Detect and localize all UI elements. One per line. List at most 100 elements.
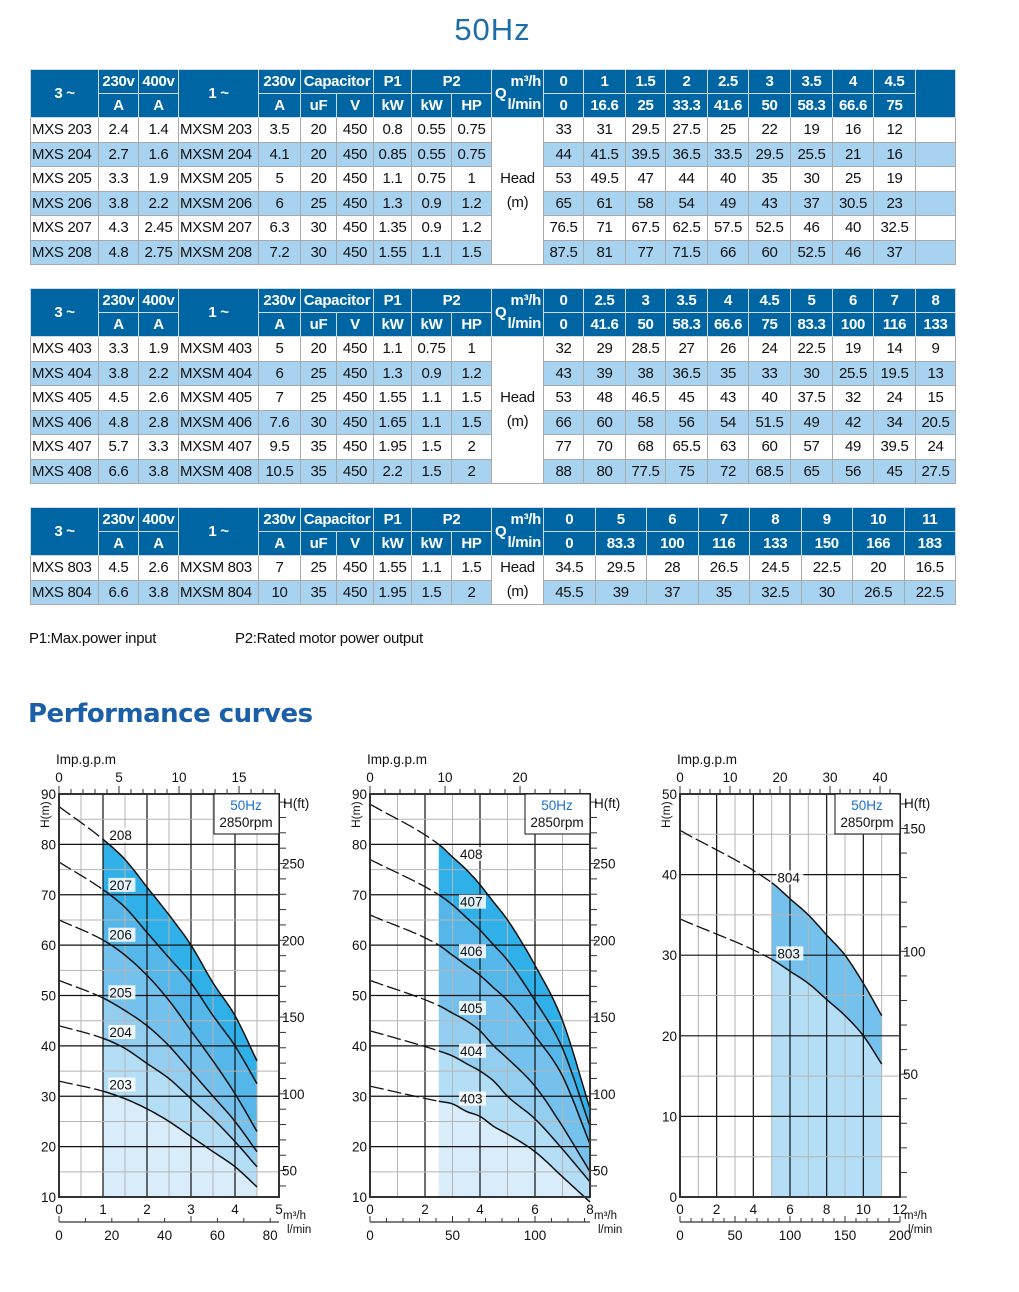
operating-band xyxy=(438,844,590,1127)
plot-frame xyxy=(58,793,280,1198)
head-value: 68.5 xyxy=(748,458,791,484)
current-single-230: 4.1 xyxy=(258,141,301,167)
current-single-230: 6.3 xyxy=(258,215,301,241)
legend-frequency: 50Hz xyxy=(541,798,573,813)
amp-unit: A xyxy=(98,531,139,556)
curve-dashed-208 xyxy=(58,806,104,840)
legend-speed: 2850rpm xyxy=(530,815,583,830)
current-400: 2.75 xyxy=(138,239,179,265)
table-row: MXS 804 6.6 3.8 MXSM 804 10 35 450 1.95 1.5 2 45.5… xyxy=(30,579,956,605)
operating-band xyxy=(103,889,257,1132)
model-single-phase: MXSM 408 xyxy=(178,458,259,484)
kw-unit: kW xyxy=(411,93,452,118)
head-label-cell: Head (m) xyxy=(491,336,544,484)
curve-label: 208 xyxy=(109,828,132,843)
head-value: 45 xyxy=(873,458,916,484)
current-230: 4.8 xyxy=(98,409,139,435)
curve-408 xyxy=(438,843,591,1110)
curve-label: 205 xyxy=(109,985,132,1000)
model-three-phase: MXS 403 xyxy=(30,336,99,362)
curve-206 xyxy=(102,939,258,1132)
x-tick-label: 0 xyxy=(55,1202,63,1217)
x-tick-label: 8 xyxy=(586,1202,594,1217)
head-value: 46 xyxy=(790,215,833,241)
current-400: 3.3 xyxy=(138,434,179,460)
head-value: 30 xyxy=(790,360,833,386)
head-value: 29 xyxy=(583,336,626,362)
capacitor-volt: 450 xyxy=(336,385,374,411)
ft-tick-label: 250 xyxy=(593,857,616,872)
flow-lmin-cell: 41.6 xyxy=(583,312,626,337)
capacitor-uf: 25 xyxy=(300,360,337,386)
legend-speed: 2850rpm xyxy=(219,815,272,830)
head-value: 24 xyxy=(873,385,916,411)
flow-lmin-cell: 83.3 xyxy=(594,531,647,556)
head-value: 47 xyxy=(625,166,666,192)
capacitor-uf: 35 xyxy=(300,434,337,460)
p1-kw: 1.1 xyxy=(373,336,412,362)
head-value: 37 xyxy=(790,190,833,216)
capacitor-uf: 35 xyxy=(300,458,337,484)
x-tick-label: 5 xyxy=(275,1202,283,1217)
current-400: 2.45 xyxy=(138,215,179,241)
head-value: 33 xyxy=(543,117,584,143)
flow-lmin-cell: 66.6 xyxy=(707,312,749,337)
gpm-tick-label: 0 xyxy=(366,770,374,785)
y-tick-label: 50 xyxy=(662,787,677,802)
flow-m3h-cell: 9 xyxy=(800,507,853,532)
flow-m3h-cell: 7 xyxy=(873,288,916,313)
three-phase-header: 3 ~ xyxy=(30,288,99,337)
curve-label: 803 xyxy=(777,946,800,961)
model-three-phase: MXS 803 xyxy=(30,555,99,581)
head-value: 71.5 xyxy=(665,239,708,265)
operating-band xyxy=(103,1091,257,1197)
model-three-phase: MXS 203 xyxy=(30,117,99,143)
model-three-phase: MXS 205 xyxy=(30,166,99,192)
head-value: 60 xyxy=(748,239,791,265)
curve-label: 408 xyxy=(460,847,483,862)
legend-frequency: 50Hz xyxy=(851,798,883,813)
p1-header: P1 xyxy=(373,507,412,532)
head-value: 54 xyxy=(665,190,708,216)
capacitor-volt: 450 xyxy=(336,190,374,216)
current-400: 1.9 xyxy=(138,166,179,192)
head-value: 38 xyxy=(625,360,666,386)
curve-label-bg xyxy=(459,1043,486,1058)
current-230: 4.5 xyxy=(98,555,139,581)
current-400: 1.6 xyxy=(138,141,179,167)
head-value: 87.5 xyxy=(543,239,584,265)
p1-kw: 0.8 xyxy=(373,117,412,143)
flow-m3h-cell: 4 xyxy=(832,69,874,94)
amp-unit: A xyxy=(258,531,301,556)
table-row: MXS 208 4.8 2.75 MXSM 208 7.2 30 450 1.55 1.1 1.5… xyxy=(30,239,956,265)
head-value: 13 xyxy=(915,360,956,386)
head-value: 37 xyxy=(646,579,699,605)
ft-tick-label: 200 xyxy=(282,933,305,948)
current-400: 1.4 xyxy=(138,117,179,143)
volt-unit: V xyxy=(336,312,374,337)
single-voltage-230-header: 230v xyxy=(258,69,301,94)
y-tick-label: 10 xyxy=(352,1190,367,1205)
lmin-tick-label: 60 xyxy=(210,1228,225,1243)
table-row: MXS 406 4.8 2.8 MXSM 406 7.6 30 450 1.65 1.1 1.5 6… xyxy=(30,409,956,435)
curve-dashed-204 xyxy=(58,1025,104,1039)
model-three-phase: MXS 208 xyxy=(30,239,99,265)
gpm-tick-label: 0 xyxy=(55,770,63,785)
flow-lmin-cell: 133 xyxy=(915,312,956,337)
p2-hp: 1.2 xyxy=(451,215,492,241)
gpm-axis-label: Imp.g.p.m xyxy=(56,752,116,767)
blank-cell xyxy=(915,166,956,192)
y-tick-label: 30 xyxy=(41,1089,56,1104)
uf-unit: uF xyxy=(300,93,337,118)
single-voltage-230-header: 230v xyxy=(258,507,301,532)
head-value: 80 xyxy=(583,458,626,484)
flow-m3h-cell: 5 xyxy=(790,288,833,313)
head-value: 30.5 xyxy=(832,190,874,216)
flow-m3h-cell: 8 xyxy=(915,288,956,313)
head-value: 20.5 xyxy=(915,409,956,435)
note-p2: P2:Rated motor power output xyxy=(235,630,423,647)
y-tick-label: 90 xyxy=(41,787,56,802)
single-voltage-230-header: 230v xyxy=(258,288,301,313)
